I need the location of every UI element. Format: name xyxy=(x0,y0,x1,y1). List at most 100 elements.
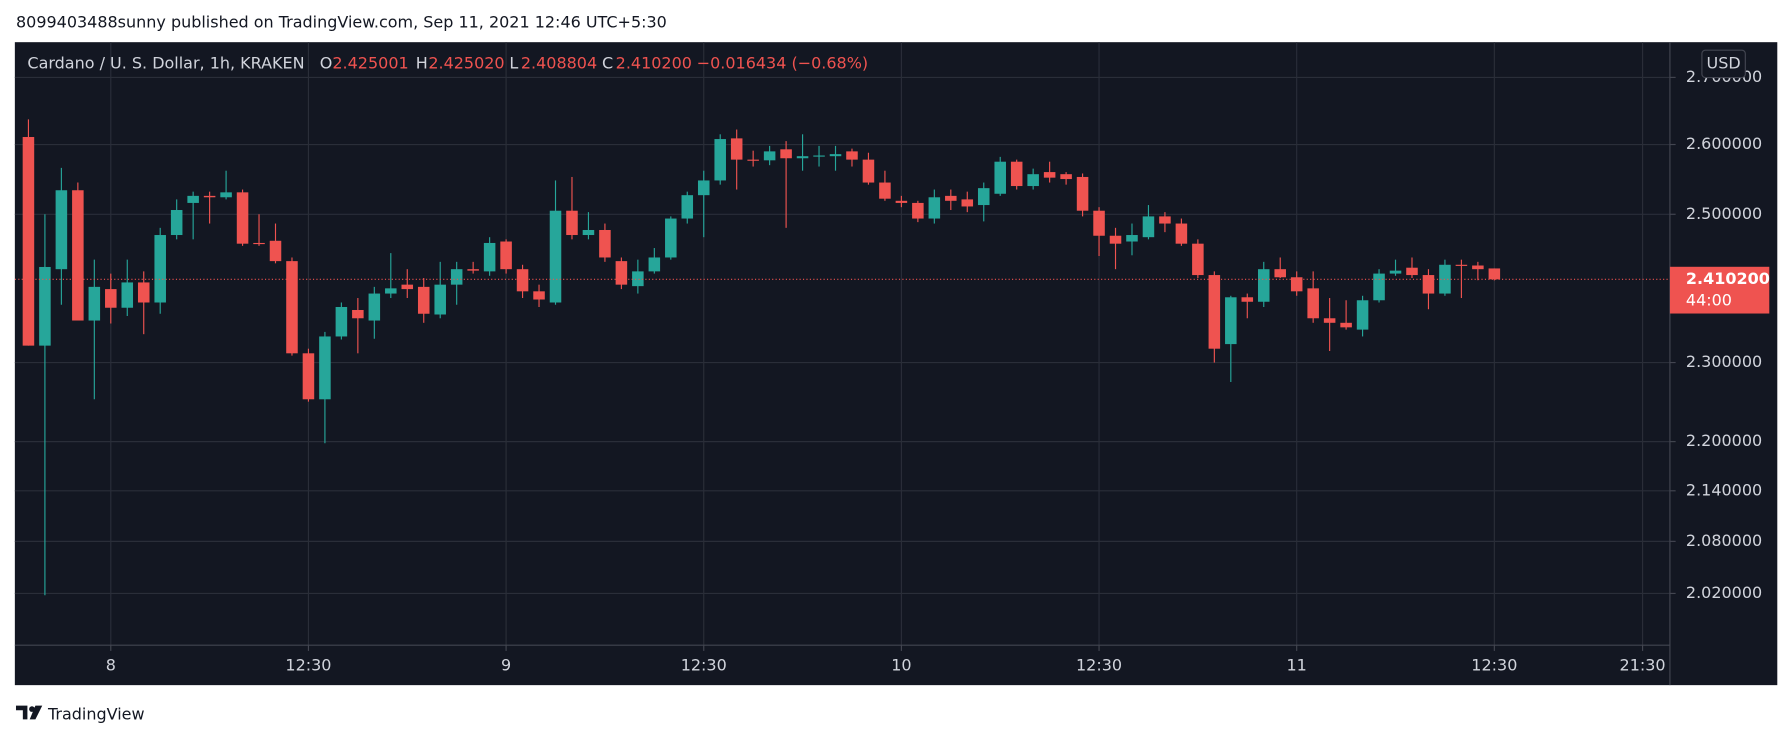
candle-body xyxy=(895,200,908,203)
candle-body xyxy=(302,353,315,400)
candle-body xyxy=(170,210,183,236)
candle-body xyxy=(945,195,957,201)
x-tick-label: 12:30 xyxy=(1076,655,1122,674)
candle-body xyxy=(549,210,562,303)
candle-body xyxy=(121,282,134,308)
x-tick-label: 8 xyxy=(106,655,116,674)
candle-body xyxy=(483,242,496,272)
candle-body xyxy=(632,271,644,287)
footer-brand: TradingView xyxy=(47,704,145,723)
x-tick-label: 9 xyxy=(501,655,511,674)
ohlc-key: H xyxy=(416,53,428,72)
candle-body xyxy=(1192,243,1204,276)
candle-body xyxy=(1208,275,1221,349)
candle-body xyxy=(1010,161,1023,187)
candle-body xyxy=(763,151,776,161)
x-tick-label: 12:30 xyxy=(285,655,331,674)
candle-body xyxy=(1043,172,1056,178)
candle-body xyxy=(236,192,249,244)
currency-box xyxy=(1701,49,1746,79)
candle-body xyxy=(1175,223,1188,244)
candle-body xyxy=(220,192,232,198)
candle-body xyxy=(335,306,348,337)
x-tick-label: 21:30 xyxy=(1620,655,1666,674)
candle-body xyxy=(1159,216,1171,224)
candle-body xyxy=(1257,269,1270,302)
y-tick-label: 2.300000 xyxy=(1686,352,1762,371)
price-label-box xyxy=(1669,266,1770,314)
y-tick-label: 2.200000 xyxy=(1686,431,1762,450)
x-tick-label: 12:30 xyxy=(681,655,727,674)
axes: 2.020000 2.080000 2.140000 2.200000 2.300000… xyxy=(106,53,1770,674)
candle-body xyxy=(1439,264,1451,294)
candle-body xyxy=(1027,174,1039,187)
grid xyxy=(14,42,1670,646)
candle-body xyxy=(516,269,529,292)
candle-body xyxy=(665,218,677,258)
publish-header: 8099403488sunny published on TradingView… xyxy=(16,12,667,31)
candle-body xyxy=(385,288,397,294)
candle-body xyxy=(796,156,809,159)
candle-body xyxy=(829,154,842,157)
y-tick-label: 2.500000 xyxy=(1686,204,1762,223)
candle-body xyxy=(105,289,117,308)
candle-body xyxy=(714,139,726,181)
candle-body xyxy=(697,180,710,196)
candle-body xyxy=(1422,275,1435,294)
candle-body xyxy=(879,182,891,199)
y-tick-label: 2.140000 xyxy=(1686,480,1762,499)
candle-body xyxy=(681,195,694,219)
countdown: 44:00 xyxy=(1686,290,1732,309)
candle-body xyxy=(203,195,216,198)
x-tick-label: 12:30 xyxy=(1471,655,1517,674)
candle-body xyxy=(533,291,545,300)
candle-body xyxy=(1109,235,1122,244)
candle-body xyxy=(467,269,479,271)
candle-body xyxy=(994,161,1006,194)
candle-body xyxy=(1076,176,1089,211)
candle-body xyxy=(615,261,628,285)
y-tick-label: 2.080000 xyxy=(1686,531,1762,550)
candle-body xyxy=(1126,235,1138,242)
candle-body xyxy=(352,309,364,319)
currency: USD xyxy=(1707,53,1741,72)
candle-body xyxy=(912,202,924,219)
y-tick-label: 2.600000 xyxy=(1686,134,1762,153)
x-tick-label: 10 xyxy=(891,655,911,674)
candle-body xyxy=(747,159,759,161)
candle-body xyxy=(187,195,199,203)
candle-body xyxy=(253,242,265,245)
candle-body xyxy=(55,190,68,270)
candle-body xyxy=(1142,216,1155,238)
candle-body xyxy=(417,286,430,314)
chart-background xyxy=(14,42,1778,686)
candle-body xyxy=(319,336,331,400)
candle-body xyxy=(1406,267,1418,276)
candle-body xyxy=(1060,174,1072,180)
candle-body xyxy=(88,286,101,321)
candle-body xyxy=(730,138,743,160)
candle-body xyxy=(1093,210,1105,236)
candle-body xyxy=(928,197,941,219)
candle-body xyxy=(582,229,595,236)
candle-body xyxy=(72,190,84,321)
candle-body xyxy=(1290,277,1303,292)
candle-body xyxy=(648,257,661,272)
candle-body xyxy=(599,229,611,258)
candle-body xyxy=(269,240,282,262)
candle-body xyxy=(780,149,792,159)
ohlc-value: 2.410200 xyxy=(616,53,692,72)
candle-body xyxy=(22,137,35,346)
candle-body xyxy=(401,284,414,290)
candle-body xyxy=(368,293,381,321)
candle-body xyxy=(1472,265,1484,270)
candle-body xyxy=(1323,318,1336,323)
ohlc-key: O xyxy=(320,53,333,72)
ohlc-value: 2.425001 xyxy=(332,53,408,72)
candle-body xyxy=(1274,269,1286,278)
candle-body xyxy=(566,210,578,236)
candle-body xyxy=(1389,270,1402,274)
ohlc-key: C xyxy=(602,53,613,72)
